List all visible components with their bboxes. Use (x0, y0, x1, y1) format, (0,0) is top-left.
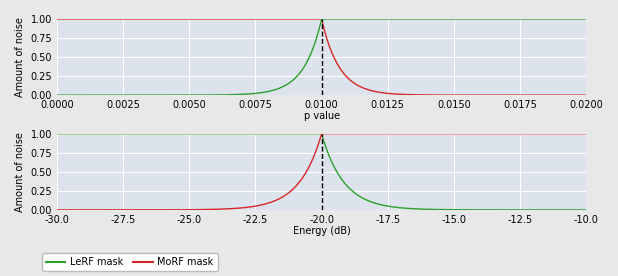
X-axis label: p value: p value (303, 112, 340, 121)
Legend: LeRF mask, MoRF mask: LeRF mask, MoRF mask (42, 253, 218, 271)
Y-axis label: Amount of noise: Amount of noise (15, 17, 25, 97)
X-axis label: Energy (dB): Energy (dB) (293, 226, 350, 236)
Y-axis label: Amount of noise: Amount of noise (15, 132, 25, 212)
